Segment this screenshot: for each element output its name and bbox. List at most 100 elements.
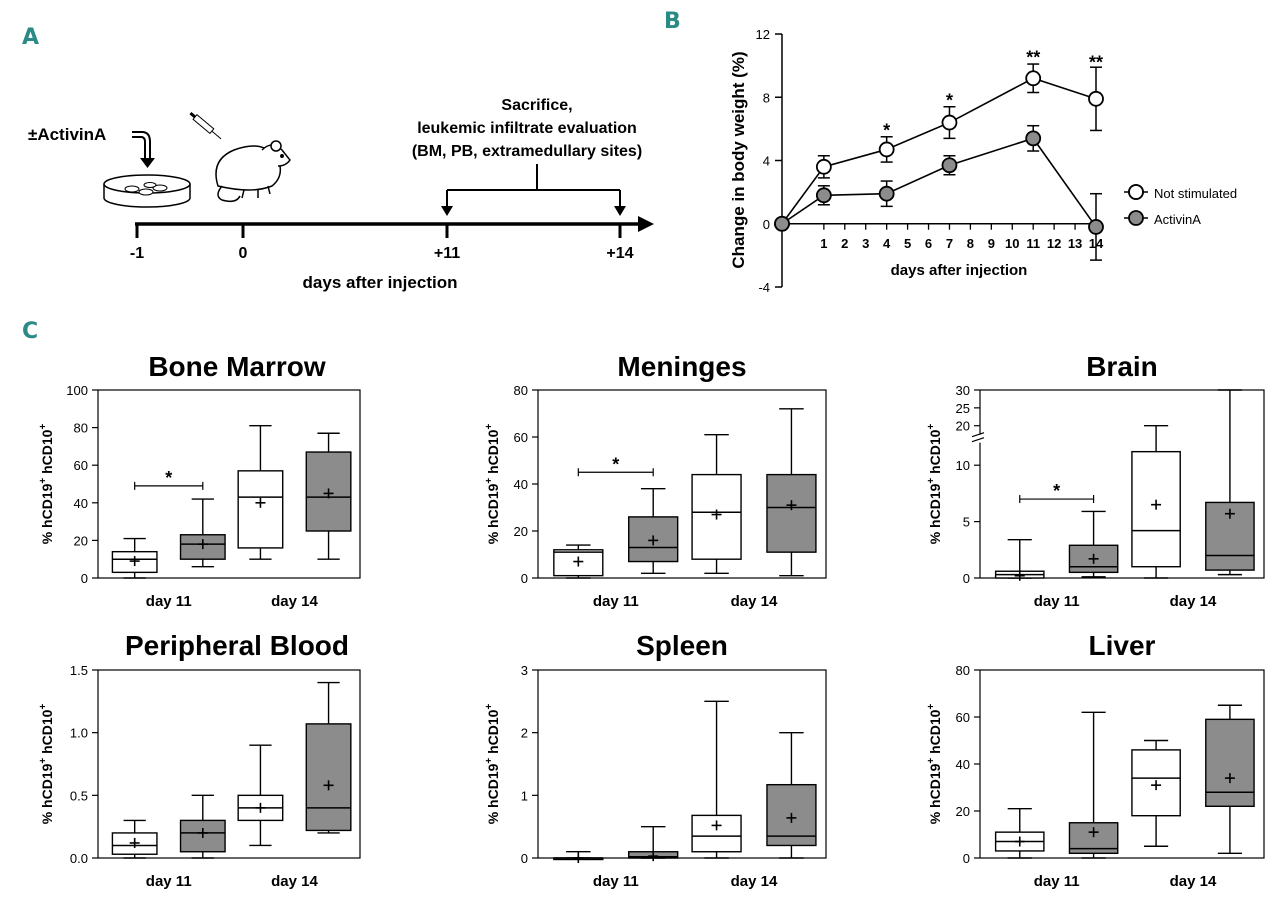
iqr-box [766, 473, 817, 553]
timeline-arrowhead [638, 216, 654, 232]
category-label: day 14 [731, 873, 778, 890]
y-axis-label: % hCD19+ hCD10+ [38, 424, 55, 545]
y-tick-label: 80 [956, 663, 970, 678]
legend-label-activina: ActivinA [1154, 212, 1201, 227]
series-line-activina [781, 137, 1097, 228]
weight-x-tick-label: 11 [1026, 236, 1040, 251]
y-tick-label: 20 [74, 533, 88, 548]
y-tick-label: 1 [521, 788, 528, 803]
axis-break-gap [972, 434, 986, 443]
y-label-sup: + [38, 704, 49, 710]
category-label: day 14 [271, 593, 318, 610]
y-tick-label: 10 [956, 458, 970, 473]
y-tick-label: 40 [956, 757, 970, 772]
box-day14-open [691, 433, 742, 574]
box-day11-open [553, 544, 604, 579]
box-day11-filled [1068, 510, 1119, 578]
panel-letter-c: C [22, 319, 38, 344]
panel-letter-a: A [22, 25, 39, 50]
plot-frame [97, 669, 361, 859]
y-label-part: hCD10 [927, 429, 943, 477]
y-tick-label: 3 [521, 663, 528, 678]
weight-x-tick-label: 8 [967, 236, 974, 251]
category-label: day 11 [146, 593, 192, 610]
y-tick-label: 0 [81, 571, 88, 586]
data-point [941, 114, 958, 131]
significance-marker: ** [1089, 52, 1103, 72]
box-day14-open [1131, 739, 1181, 847]
y-axis-label: % hCD19+ hCD10+ [926, 704, 943, 825]
data-point [878, 141, 895, 158]
iqr-box [305, 723, 352, 832]
activin-label: ±ActivinA [28, 125, 106, 144]
box-day14-filled [305, 432, 352, 560]
data-point [878, 185, 895, 202]
y-label-sup: + [926, 704, 937, 710]
category-label: day 14 [271, 873, 318, 890]
box-day14-filled [766, 408, 817, 577]
box-day14-filled [305, 681, 352, 834]
plot-frame [97, 389, 361, 579]
weight-x-tick-label: 2 [841, 236, 848, 251]
y-label-sup: + [926, 758, 937, 764]
category-label: day 11 [146, 873, 192, 890]
weight-x-tick-label: 13 [1068, 236, 1082, 251]
y-tick-label: 80 [74, 421, 88, 436]
axis-break-mark [971, 432, 985, 438]
y-tick-label: 20 [956, 804, 970, 819]
y-label-part: hCD10 [485, 429, 501, 477]
y-tick-label: 25 [956, 401, 970, 416]
weight-y-tick-label: 8 [763, 90, 770, 105]
weight-x-tick-label: 9 [988, 236, 995, 251]
data-point [1025, 70, 1042, 87]
y-tick-label: 80 [514, 383, 528, 398]
plot-title: Bone Marrow [148, 351, 326, 382]
data-point [774, 215, 790, 232]
syringe-icon [189, 111, 222, 140]
y-axis-label: % hCD19+ hCD10+ [484, 424, 501, 545]
mouse-icon [215, 140, 291, 203]
y-tick-label: 20 [514, 524, 528, 539]
weight-x-axis-label: days after injection [891, 262, 1028, 279]
y-label-sup: + [484, 704, 495, 710]
box-day14-filled [1205, 389, 1255, 576]
box-day11-open [994, 807, 1045, 859]
legend-label-not-stimulated: Not stimulated [1154, 186, 1237, 201]
weight-legend: Not stimulated ActivinA [1124, 184, 1237, 227]
box-plot-bone-marrow: Bone Marrow 0 20 40 60 80 100 % hCD19+ hCD10+ da… [38, 351, 361, 610]
box-day11-filled [628, 488, 679, 574]
y-tick-label: 60 [74, 458, 88, 473]
box-day11-open [553, 851, 604, 863]
significance-marker: * [946, 90, 953, 110]
data-point [1025, 130, 1042, 147]
y-label-part: % hCD19 [485, 483, 501, 544]
weight-x-tick-label: 10 [1005, 236, 1019, 251]
plot-title: Liver [1089, 630, 1156, 661]
iqr-box [1205, 718, 1255, 807]
y-label-sup: + [926, 424, 937, 430]
iqr-box [237, 470, 284, 549]
plot-frame [979, 389, 1265, 579]
data-point [815, 187, 832, 204]
plot-title: Brain [1086, 351, 1158, 382]
category-label: day 11 [1034, 873, 1080, 890]
y-tick-label: 2 [521, 726, 528, 741]
data-point [941, 157, 958, 174]
weight-x-tick-label: 6 [925, 236, 932, 251]
y-axis-label: % hCD19+ hCD10+ [484, 704, 501, 825]
weight-y-tick-label: 12 [756, 27, 770, 42]
sacrifice-line-3: (BM, PB, extramedullary sites) [412, 143, 642, 160]
activin-arrowhead [140, 158, 155, 168]
sacrifice-bracket [446, 164, 621, 210]
y-tick-label: 40 [74, 496, 88, 511]
box-day14-open [691, 700, 742, 859]
category-label: day 14 [731, 593, 778, 610]
box-day14-open [237, 425, 284, 560]
timeline-label: +11 [434, 245, 460, 262]
timeline-label: -1 [130, 245, 144, 262]
panel-letter-b: B [664, 9, 681, 34]
y-tick-label: 100 [66, 383, 88, 398]
box-day14-open [1131, 425, 1181, 579]
